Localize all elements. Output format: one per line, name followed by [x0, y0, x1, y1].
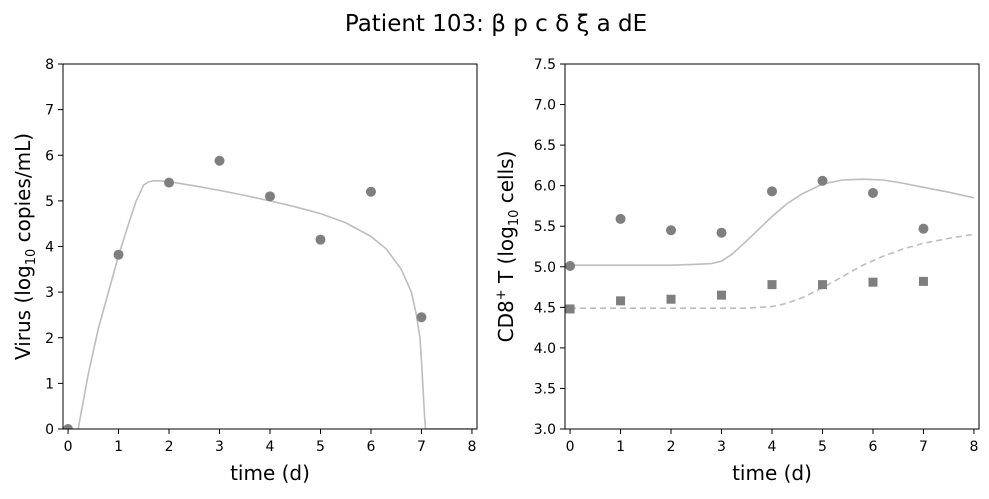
y-tick-label: 5.5	[534, 219, 556, 235]
y-axis-label-part: Virus (log	[11, 265, 35, 360]
data-point-circle	[416, 312, 427, 323]
x-tick-label: 3	[215, 439, 224, 455]
y-axis-label-part: copies/mL)	[11, 133, 35, 249]
x-tick-label: 6	[367, 439, 376, 455]
data-point-circle	[867, 187, 878, 198]
x-tick-label: 1	[114, 439, 123, 455]
y-tick-label: 3	[45, 285, 54, 301]
y-tick-label: 6.5	[534, 138, 556, 154]
data-point-circle	[615, 213, 626, 224]
x-tick-label: 5	[818, 439, 827, 455]
cd8-t-cell-panel: 0 1 2 3 4 5 6 7 8 3.0 3.5 4.0 4.5 5.0 5.5 6.0 6.5 7.0 7.5 t…	[494, 57, 980, 485]
y-tick-label: 4	[45, 240, 54, 256]
virus-panel: 0 1 2 3 4 5 6 7 8 0 1 2 3 4 5 6 7 8 time (d) Virus (log10 c…	[11, 57, 478, 485]
y-axis-label-part: +	[494, 289, 509, 300]
data-point-square	[666, 294, 676, 304]
y-tick-label: 1	[45, 376, 54, 392]
y-tick-label: 4.5	[534, 300, 556, 316]
y-tick-label: 3.5	[534, 381, 556, 397]
y-axis-label-part: CD8	[494, 300, 518, 342]
data-point-circle	[817, 175, 828, 186]
data-point-circle	[63, 424, 74, 429]
y-tick-label: 5.0	[534, 260, 556, 276]
data-point-circle	[214, 155, 225, 166]
data-point-circle	[565, 260, 576, 271]
data-point-circle	[918, 223, 929, 234]
data-point-circle	[767, 186, 777, 197]
x-tick-label: 4	[768, 439, 777, 455]
x-tick-label: 7	[417, 439, 426, 455]
figure-title: Patient 103: β p c δ ξ a dE	[345, 11, 647, 37]
y-tick-label: 7.5	[534, 57, 556, 73]
x-tick-label: 8	[969, 439, 978, 455]
data-point-circle	[365, 186, 376, 197]
x-tick-label: 5	[316, 439, 325, 455]
y-tick-label: 8	[45, 57, 54, 73]
x-axis-label: time (d)	[230, 461, 310, 485]
x-tick-label: 6	[869, 439, 878, 455]
y-tick-label: 4.0	[534, 341, 556, 357]
y-axis-label-part: 10	[507, 210, 522, 227]
data-point-square	[616, 296, 626, 306]
data-point-circle	[113, 249, 124, 260]
x-axis-label: time (d)	[732, 461, 812, 485]
model-curve	[77, 180, 477, 429]
x-tick-label: 2	[165, 439, 174, 455]
x-tick-label: 0	[64, 439, 73, 455]
x-tick-label: 1	[616, 439, 625, 455]
x-tick-label: 7	[919, 439, 928, 455]
x-tick-label: 2	[667, 439, 676, 455]
y-tick-label: 2	[45, 331, 54, 347]
data-point-circle	[265, 191, 275, 202]
y-tick-label: 6.0	[534, 179, 556, 195]
y-axis-label-part: cells)	[494, 151, 518, 210]
y-tick-label: 6	[45, 148, 54, 164]
data-point-circle	[164, 177, 175, 188]
data-point-square	[717, 290, 727, 300]
data-point-circle	[666, 225, 677, 236]
data-point-square	[767, 280, 777, 290]
y-axis-label-part: 10	[24, 249, 39, 266]
y-tick-label: 0	[45, 422, 54, 438]
data-point-circle	[315, 234, 326, 245]
model-curve-dashed	[570, 233, 975, 309]
data-point-circle	[716, 227, 727, 238]
data-point-square	[565, 304, 575, 314]
y-axis-label: CD8+ T (log10 cells)	[494, 151, 522, 343]
plot-frame	[62, 63, 478, 430]
x-tick-label: 3	[717, 439, 726, 455]
model-curve	[570, 178, 975, 266]
y-axis-label-part: T (log	[494, 226, 518, 289]
y-tick-label: 7.0	[534, 98, 556, 114]
x-tick-label: 4	[266, 439, 275, 455]
y-tick-label: 5	[45, 194, 54, 210]
data-point-square	[817, 280, 827, 290]
plot-frame	[564, 63, 980, 430]
x-tick-label: 8	[467, 439, 476, 455]
data-point-square	[868, 277, 878, 287]
data-point-square	[918, 276, 928, 286]
x-tick-label: 0	[566, 439, 575, 455]
y-tick-label: 7	[45, 103, 54, 119]
y-axis-label: Virus (log10 copies/mL)	[11, 133, 39, 360]
y-tick-label: 3.0	[534, 422, 556, 438]
